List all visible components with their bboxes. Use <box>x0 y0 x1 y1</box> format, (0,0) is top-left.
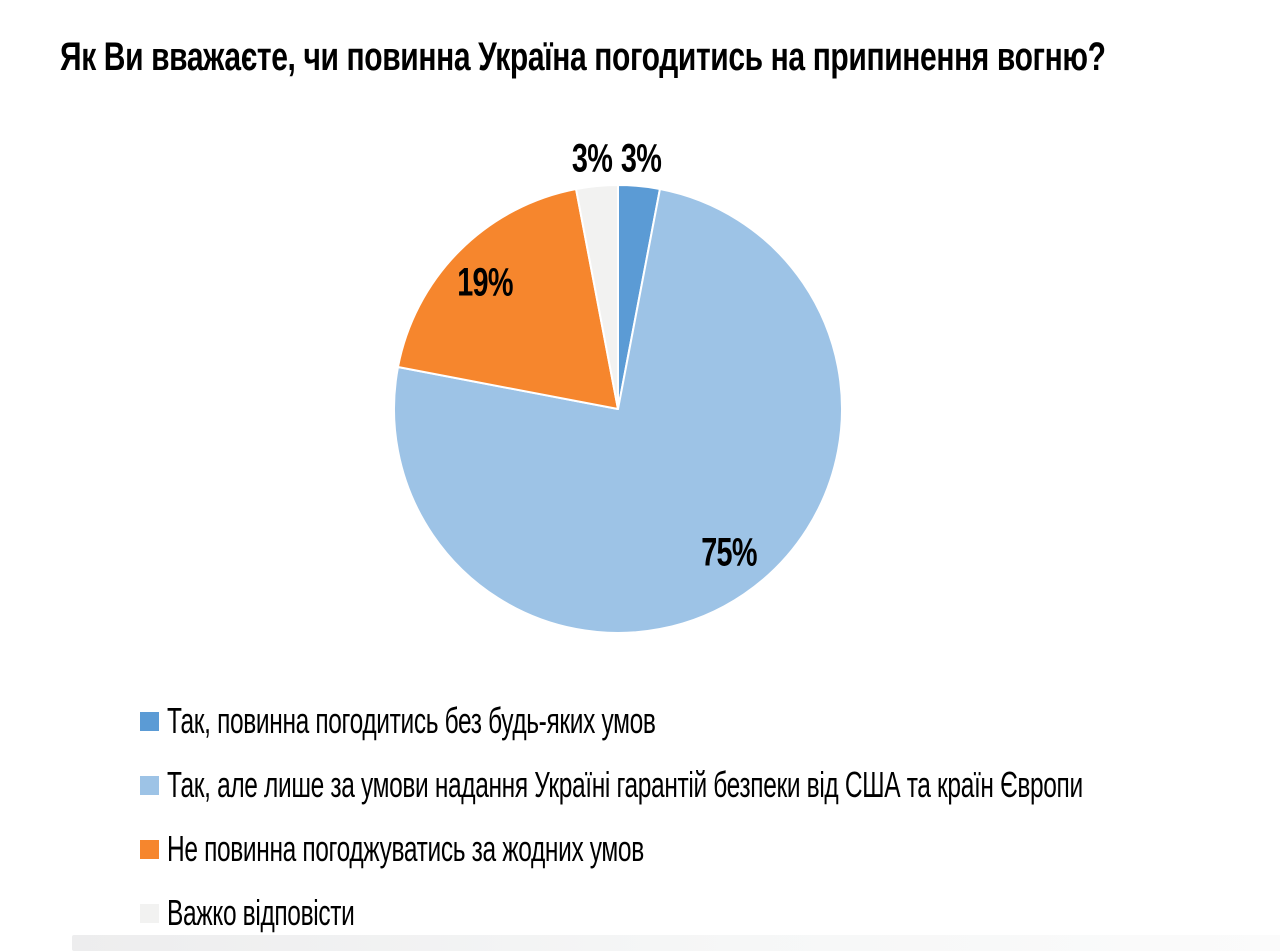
legend-color-swatch-icon <box>140 775 159 795</box>
data-label-agree-with-guarantees: 75% <box>701 530 757 575</box>
data-label-should-not-agree: 19% <box>457 260 513 305</box>
legend-item-should-not-agree: Не повинна погоджуватись за жодних умов <box>140 828 1280 869</box>
legend-item-label: Важко відповісти <box>167 892 355 933</box>
legend: Так, повинна погодитись без будь-яких ум… <box>140 700 1280 951</box>
legend-color-swatch-icon <box>140 903 159 923</box>
legend-color-swatch-icon <box>140 839 159 859</box>
data-label-agree-unconditionally: 3% <box>620 136 662 181</box>
legend-item-label: Так, повинна погодитись без будь-яких ум… <box>167 700 656 741</box>
data-label-hard-to-say: 3% <box>571 136 613 181</box>
pie-slice <box>575 184 619 410</box>
pie-slice <box>393 187 844 634</box>
legend-item-label: Не повинна погоджуватись за жодних умов <box>167 828 644 869</box>
page-bottom-divider <box>72 935 1280 951</box>
legend-item-agree-with-guarantees: Так, але лише за умови надання Україні г… <box>140 764 1280 805</box>
legend-color-swatch-icon <box>140 711 159 731</box>
legend-item-hard-to-say: Важко відповісти <box>140 892 1280 933</box>
chart-title: Як Ви вважаєте, чи повинна Україна погод… <box>60 35 1106 79</box>
legend-item-agree-unconditionally: Так, повинна погодитись без будь-яких ум… <box>140 700 1280 741</box>
legend-item-label: Так, але лише за умови надання Україні г… <box>167 764 1083 805</box>
pie-slice <box>396 187 619 410</box>
pie-chart <box>393 184 844 634</box>
